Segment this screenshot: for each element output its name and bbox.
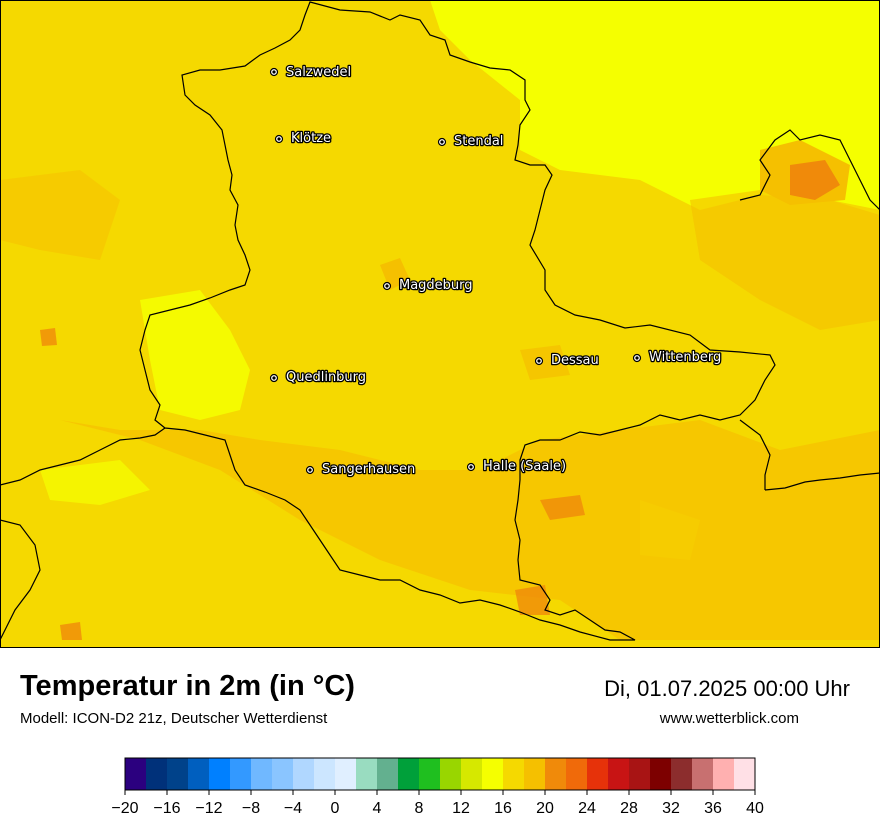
legend-tick-label: 20 bbox=[536, 800, 554, 817]
model-info: Modell: ICON-D2 21z, Deutscher Wetterdie… bbox=[20, 710, 328, 727]
city-marker-dot bbox=[469, 465, 473, 469]
city-stendal: Stendal bbox=[437, 133, 505, 150]
legend-tick-label: −20 bbox=[111, 800, 138, 817]
legend-tick-label: 16 bbox=[494, 800, 512, 817]
legend-tick-label: 0 bbox=[331, 800, 340, 817]
hot-spot-south bbox=[540, 495, 585, 520]
legend-tick-label: 12 bbox=[452, 800, 470, 817]
border-northeast bbox=[739, 129, 880, 211]
city-marker-dot bbox=[385, 284, 389, 288]
hot-spot-northeast bbox=[790, 160, 840, 200]
border-east-2 bbox=[739, 419, 771, 490]
legend-swatch bbox=[335, 758, 357, 790]
legend-swatch bbox=[209, 758, 231, 790]
city-magdeburg: Magdeburg bbox=[382, 277, 474, 294]
warm-zone-light-south bbox=[40, 460, 150, 505]
legend-swatch bbox=[251, 758, 273, 790]
legend-swatch bbox=[482, 758, 504, 790]
legend-swatch bbox=[734, 758, 756, 790]
legend-tick-label: −12 bbox=[195, 800, 222, 817]
legend-swatch bbox=[419, 758, 441, 790]
website-link[interactable]: www.wetterblick.com bbox=[659, 710, 799, 727]
legend-swatch bbox=[671, 758, 693, 790]
city-label: Salzwedel bbox=[286, 65, 351, 80]
temperature-map: Salzwedel Klötze Stendal Magdeburg Dessa… bbox=[0, 0, 880, 648]
legend-swatch bbox=[356, 758, 378, 790]
legend-canvas: −20 −16 −12 −8 −4 0 4 8 12 16 20 24 28 32 36 40 bbox=[111, 757, 764, 817]
city-marker-dot bbox=[537, 359, 541, 363]
border-southwest bbox=[0, 519, 41, 641]
city-label: Stendal bbox=[454, 134, 503, 149]
map-canvas: Salzwedel Klötze Stendal Magdeburg Dessa… bbox=[0, 0, 880, 648]
hot-spot-halle-south bbox=[515, 585, 550, 615]
city-label: Klötze bbox=[291, 131, 331, 146]
legend-swatch bbox=[713, 758, 735, 790]
map-title: Temperatur in 2m (in °C) bbox=[20, 670, 355, 702]
warm-zone-west bbox=[0, 170, 120, 260]
legend-tick-label: 32 bbox=[662, 800, 680, 817]
legend-tick-label: −4 bbox=[284, 800, 302, 817]
legend-swatch bbox=[167, 758, 189, 790]
legend-swatch bbox=[461, 758, 483, 790]
legend-swatch bbox=[125, 758, 147, 790]
legend-swatch bbox=[230, 758, 252, 790]
legend-tick-label: 24 bbox=[578, 800, 596, 817]
city-marker-dot bbox=[440, 140, 444, 144]
legend-tick-label: −8 bbox=[242, 800, 260, 817]
legend-swatch bbox=[272, 758, 294, 790]
legend-swatch bbox=[377, 758, 399, 790]
legend-swatch bbox=[293, 758, 315, 790]
legend-tick-label: −16 bbox=[153, 800, 180, 817]
city-sangerhausen: Sangerhausen bbox=[305, 461, 417, 478]
legend-swatch bbox=[629, 758, 651, 790]
border-east bbox=[764, 472, 880, 491]
legend-frame bbox=[124, 757, 756, 791]
city-label: Sangerhausen bbox=[322, 462, 415, 477]
warm-spot-dessau bbox=[520, 345, 570, 380]
legend-swatch bbox=[650, 758, 672, 790]
legend-swatch bbox=[566, 758, 588, 790]
city-label: Halle (Saale) bbox=[483, 459, 566, 474]
state-border bbox=[139, 1, 776, 641]
legend-tick-label: 40 bbox=[746, 800, 764, 817]
legend-tick-label: 8 bbox=[415, 800, 424, 817]
city-marker-dot bbox=[272, 70, 276, 74]
legend-swatch bbox=[587, 758, 609, 790]
color-legend: −20 −16 −12 −8 −4 0 4 8 12 16 20 24 28 32 36 40 bbox=[100, 752, 780, 822]
legend-swatch bbox=[608, 758, 630, 790]
city-marker-dot bbox=[277, 137, 281, 141]
legend-tick-label: 4 bbox=[373, 800, 382, 817]
city-halle: Halle (Saale) bbox=[466, 458, 567, 475]
city-dessau: Dessau bbox=[534, 352, 600, 369]
city-marker-dot bbox=[635, 356, 639, 360]
legend-tick-label: 36 bbox=[704, 800, 722, 817]
legend-swatch bbox=[503, 758, 525, 790]
warm-zone-east bbox=[690, 190, 880, 330]
warm-zone-light-west bbox=[140, 290, 250, 420]
city-wittenberg: Wittenberg bbox=[632, 349, 723, 366]
legend-swatch bbox=[440, 758, 462, 790]
legend-swatch bbox=[188, 758, 210, 790]
city-salzwedel: Salzwedel bbox=[269, 64, 352, 81]
legend-swatch bbox=[545, 758, 567, 790]
legend-swatch bbox=[314, 758, 336, 790]
legend-tick-label: 28 bbox=[620, 800, 638, 817]
city-marker-dot bbox=[308, 468, 312, 472]
legend-swatch bbox=[146, 758, 168, 790]
forecast-datetime: Di, 01.07.2025 00:00 Uhr bbox=[604, 676, 850, 701]
city-label: Quedlinburg bbox=[286, 370, 366, 385]
hot-spot-southwest bbox=[60, 622, 82, 640]
warm-zone-south bbox=[0, 420, 880, 640]
legend-swatch bbox=[524, 758, 546, 790]
border-west bbox=[0, 427, 166, 486]
legend-swatch bbox=[398, 758, 420, 790]
city-marker-dot bbox=[272, 376, 276, 380]
city-quedlinburg: Quedlinburg bbox=[269, 369, 367, 386]
city-label: Dessau bbox=[551, 353, 599, 368]
hot-spot-west bbox=[40, 328, 57, 346]
legend-swatch bbox=[692, 758, 714, 790]
city-label: Wittenberg bbox=[649, 350, 721, 365]
city-kloetze: Klötze bbox=[274, 130, 332, 147]
city-label: Magdeburg bbox=[399, 278, 473, 293]
